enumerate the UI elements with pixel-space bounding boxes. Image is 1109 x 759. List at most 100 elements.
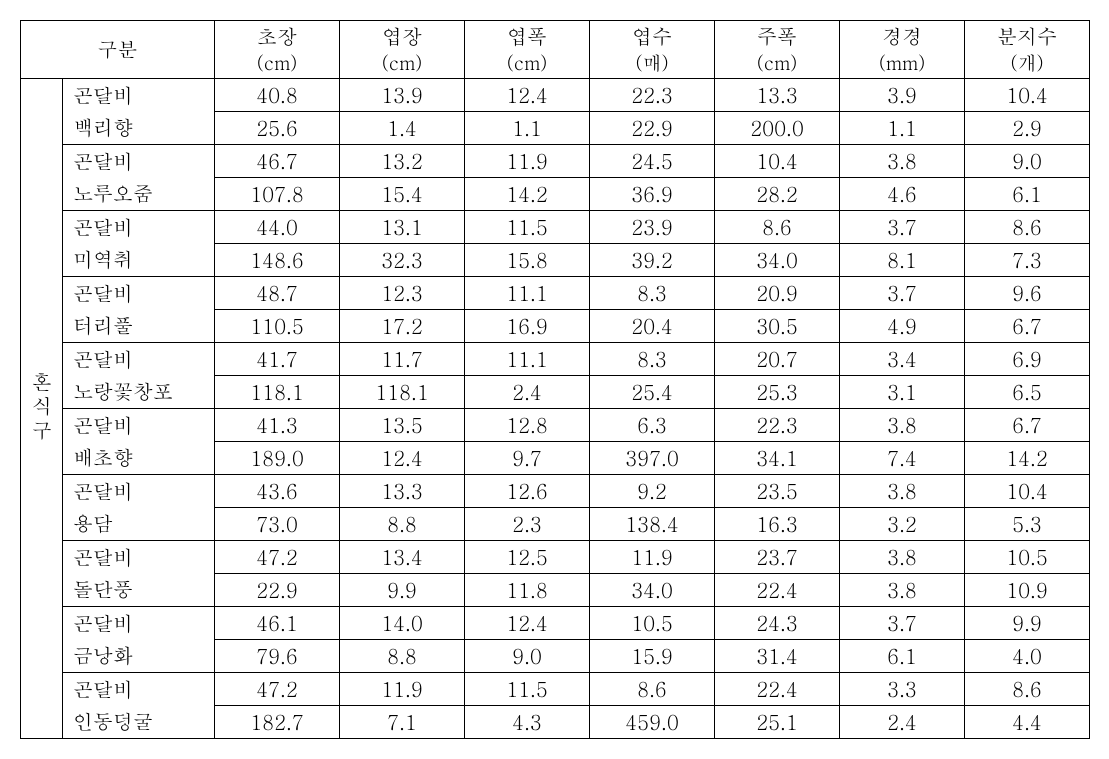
data-cell: 12.8 — [465, 408, 590, 441]
data-cell: 20.7 — [715, 342, 840, 375]
data-cell: 24.5 — [590, 144, 715, 177]
data-cell: 23.9 — [590, 210, 715, 243]
plant-name: 터리풀 — [63, 309, 215, 342]
data-cell: 22.4 — [715, 573, 840, 606]
data-cell: 17.2 — [340, 309, 465, 342]
data-cell: 3.7 — [840, 210, 965, 243]
data-cell: 41.3 — [215, 408, 340, 441]
plant-name: 금낭화 — [63, 639, 215, 672]
data-cell: 11.5 — [465, 210, 590, 243]
data-cell: 13.5 — [340, 408, 465, 441]
table-row: 곤달비41.711.711.18.320.73.46.9 — [21, 342, 1090, 375]
table-row: 곤달비47.211.911.58.622.43.38.6 — [21, 672, 1090, 705]
data-cell: 48.7 — [215, 276, 340, 309]
data-cell: 12.5 — [465, 540, 590, 573]
plant-name: 인동덩굴 — [63, 705, 215, 738]
data-cell: 13.3 — [340, 474, 465, 507]
data-cell: 22.3 — [590, 78, 715, 111]
data-cell: 24.3 — [715, 606, 840, 639]
table-row: 곤달비43.613.312.69.223.53.810.4 — [21, 474, 1090, 507]
data-cell: 8.6 — [965, 672, 1090, 705]
data-cell: 31.4 — [715, 639, 840, 672]
data-cell: 1.1 — [840, 111, 965, 144]
plant-name: 용담 — [63, 507, 215, 540]
header-col-name: 경경 — [882, 21, 922, 50]
header-group: 구분 — [21, 21, 215, 79]
table-row: 곤달비44.013.111.523.98.63.78.6 — [21, 210, 1090, 243]
header-yeoppok: 엽폭 (cm) — [465, 21, 590, 79]
plant-name: 곤달비 — [63, 144, 215, 177]
header-col-unit: (cm) — [257, 49, 298, 76]
table-row: 곤달비48.712.311.18.320.93.79.6 — [21, 276, 1090, 309]
data-cell: 3.7 — [840, 276, 965, 309]
table-row: 인동덩굴182.77.14.3459.025.12.44.4 — [21, 705, 1090, 738]
header-jupok: 주폭 (cm) — [715, 21, 840, 79]
data-cell: 11.1 — [465, 342, 590, 375]
table-row: 백리향25.61.41.122.9200.01.12.9 — [21, 111, 1090, 144]
data-cell: 73.0 — [215, 507, 340, 540]
data-cell: 11.9 — [590, 540, 715, 573]
data-cell: 11.8 — [465, 573, 590, 606]
data-cell: 22.4 — [715, 672, 840, 705]
data-cell: 41.7 — [215, 342, 340, 375]
data-cell: 16.9 — [465, 309, 590, 342]
data-cell: 8.8 — [340, 507, 465, 540]
data-cell: 4.9 — [840, 309, 965, 342]
data-cell: 47.2 — [215, 540, 340, 573]
header-col-name: 주폭 — [757, 21, 797, 50]
data-cell: 40.8 — [215, 78, 340, 111]
data-cell: 3.8 — [840, 474, 965, 507]
data-cell: 6.9 — [965, 342, 1090, 375]
data-cell: 34.0 — [715, 243, 840, 276]
data-cell: 3.8 — [840, 540, 965, 573]
data-cell: 22.9 — [215, 573, 340, 606]
data-cell: 9.9 — [965, 606, 1090, 639]
data-cell: 46.1 — [215, 606, 340, 639]
data-cell: 3.9 — [840, 78, 965, 111]
data-cell: 13.4 — [340, 540, 465, 573]
data-cell: 8.3 — [590, 342, 715, 375]
data-cell: 14.0 — [340, 606, 465, 639]
data-cell: 1.4 — [340, 111, 465, 144]
plant-name: 곤달비 — [63, 210, 215, 243]
data-cell: 47.2 — [215, 672, 340, 705]
plant-name: 돌단풍 — [63, 573, 215, 606]
header-col-unit: (개) — [1010, 49, 1043, 76]
table-row: 혼식구곤달비40.813.912.422.313.33.910.4 — [21, 78, 1090, 111]
data-cell: 3.1 — [840, 375, 965, 408]
table-row: 배초향189.012.49.7397.034.17.414.2 — [21, 441, 1090, 474]
plant-name: 백리향 — [63, 111, 215, 144]
data-cell: 6.7 — [965, 408, 1090, 441]
data-cell: 23.5 — [715, 474, 840, 507]
plant-name: 곤달비 — [63, 606, 215, 639]
data-cell: 11.1 — [465, 276, 590, 309]
data-cell: 25.4 — [590, 375, 715, 408]
data-cell: 2.4 — [840, 705, 965, 738]
header-row: 구분 초장 (cm) 엽장 (cm) 엽폭 (cm) 엽수 (매) 주폭 (cm… — [21, 21, 1090, 79]
data-cell: 32.3 — [340, 243, 465, 276]
data-cell: 8.3 — [590, 276, 715, 309]
plant-name: 곤달비 — [63, 78, 215, 111]
table-row: 곤달비47.213.412.511.923.73.810.5 — [21, 540, 1090, 573]
data-cell: 10.9 — [965, 573, 1090, 606]
data-cell: 13.3 — [715, 78, 840, 111]
table-row: 터리풀110.517.216.920.430.54.96.7 — [21, 309, 1090, 342]
data-cell: 3.3 — [840, 672, 965, 705]
table-row: 곤달비46.713.211.924.510.43.89.0 — [21, 144, 1090, 177]
plant-name: 노랑꽃창포 — [63, 375, 215, 408]
table-row: 돌단풍22.99.911.834.022.43.810.9 — [21, 573, 1090, 606]
header-col-unit: (mm) — [879, 49, 925, 76]
plant-name: 곤달비 — [63, 276, 215, 309]
data-cell: 4.3 — [465, 705, 590, 738]
data-cell: 9.0 — [465, 639, 590, 672]
data-cell: 4.0 — [965, 639, 1090, 672]
data-cell: 2.4 — [465, 375, 590, 408]
table-row: 곤달비46.114.012.410.524.33.79.9 — [21, 606, 1090, 639]
data-cell: 118.1 — [340, 375, 465, 408]
plant-name: 노루오줌 — [63, 177, 215, 210]
data-cell: 3.8 — [840, 408, 965, 441]
header-col-unit: (cm) — [507, 49, 548, 76]
data-cell: 3.8 — [840, 144, 965, 177]
header-bunjisu: 분지수 (개) — [965, 21, 1090, 79]
data-cell: 39.2 — [590, 243, 715, 276]
